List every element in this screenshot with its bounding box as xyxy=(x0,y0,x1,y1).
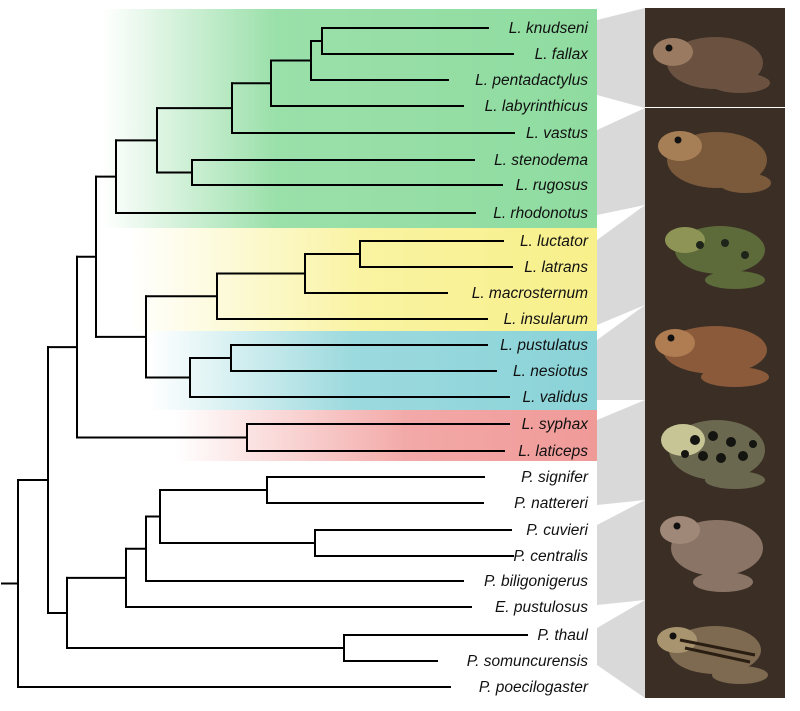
photo-spotted-green-frog xyxy=(645,205,785,305)
taxon-label: L. knudseni xyxy=(509,20,589,37)
taxon-label: P. cuvieri xyxy=(526,522,588,539)
clade-highlights xyxy=(103,9,597,461)
taxon-label: P. poecilogaster xyxy=(479,679,589,696)
taxon-labels: L. knudseni L. fallax L. pentadactylus L… xyxy=(467,20,589,696)
green-clade-band xyxy=(103,9,597,228)
taxon-label: L. macrosternum xyxy=(472,285,588,302)
red-clade-band xyxy=(175,410,597,461)
connector-7 xyxy=(597,600,645,698)
photo-striped-frog xyxy=(645,600,785,698)
taxon-label: P. thaul xyxy=(537,627,588,644)
photo-strip xyxy=(645,8,785,698)
taxon-label: L. luctator xyxy=(520,233,589,250)
taxon-label: L. fallax xyxy=(535,46,590,63)
tree-branches xyxy=(1,27,528,688)
taxon-label: P. biligonigerus xyxy=(484,573,588,590)
taxon-label: L. insularum xyxy=(504,311,589,328)
taxon-label: L. syphax xyxy=(522,416,590,433)
taxon-label: L. latrans xyxy=(524,259,588,276)
taxon-label: L. laticeps xyxy=(518,443,588,460)
connector-6 xyxy=(597,500,645,605)
connector-2 xyxy=(597,108,645,215)
connector-5 xyxy=(597,400,645,505)
taxon-label: P. signifer xyxy=(521,469,589,486)
photo-connectors xyxy=(597,8,645,698)
taxon-label: L. pentadactylus xyxy=(475,72,588,89)
photo-brown-frog xyxy=(645,8,785,107)
photo-grey-toad xyxy=(645,500,785,600)
taxon-label: L. labyrinthicus xyxy=(485,98,589,115)
taxon-label: L. stenodema xyxy=(494,152,588,169)
taxon-label: P. centralis xyxy=(513,548,588,565)
taxon-label: L. rugosus xyxy=(516,177,589,194)
taxon-label: L. validus xyxy=(523,389,589,406)
photo-brown-smooth-frog xyxy=(645,305,785,400)
taxon-label: E. pustulosus xyxy=(495,599,588,616)
connector-4 xyxy=(597,305,645,400)
yellow-clade-band xyxy=(130,228,597,331)
connector-1 xyxy=(597,8,645,108)
connector-3 xyxy=(597,205,645,325)
taxon-label: L. rhodonotus xyxy=(493,205,588,222)
taxon-label: L. nesiotus xyxy=(513,363,588,380)
taxon-label: L. vastus xyxy=(526,125,588,142)
photo-spotted-yellow-toad xyxy=(645,400,785,500)
taxon-label: L. pustulatus xyxy=(500,337,588,354)
taxon-label: P. nattereri xyxy=(514,495,588,512)
taxon-label: P. somuncurensis xyxy=(467,653,588,670)
photo-large-toad-frog xyxy=(645,108,785,205)
